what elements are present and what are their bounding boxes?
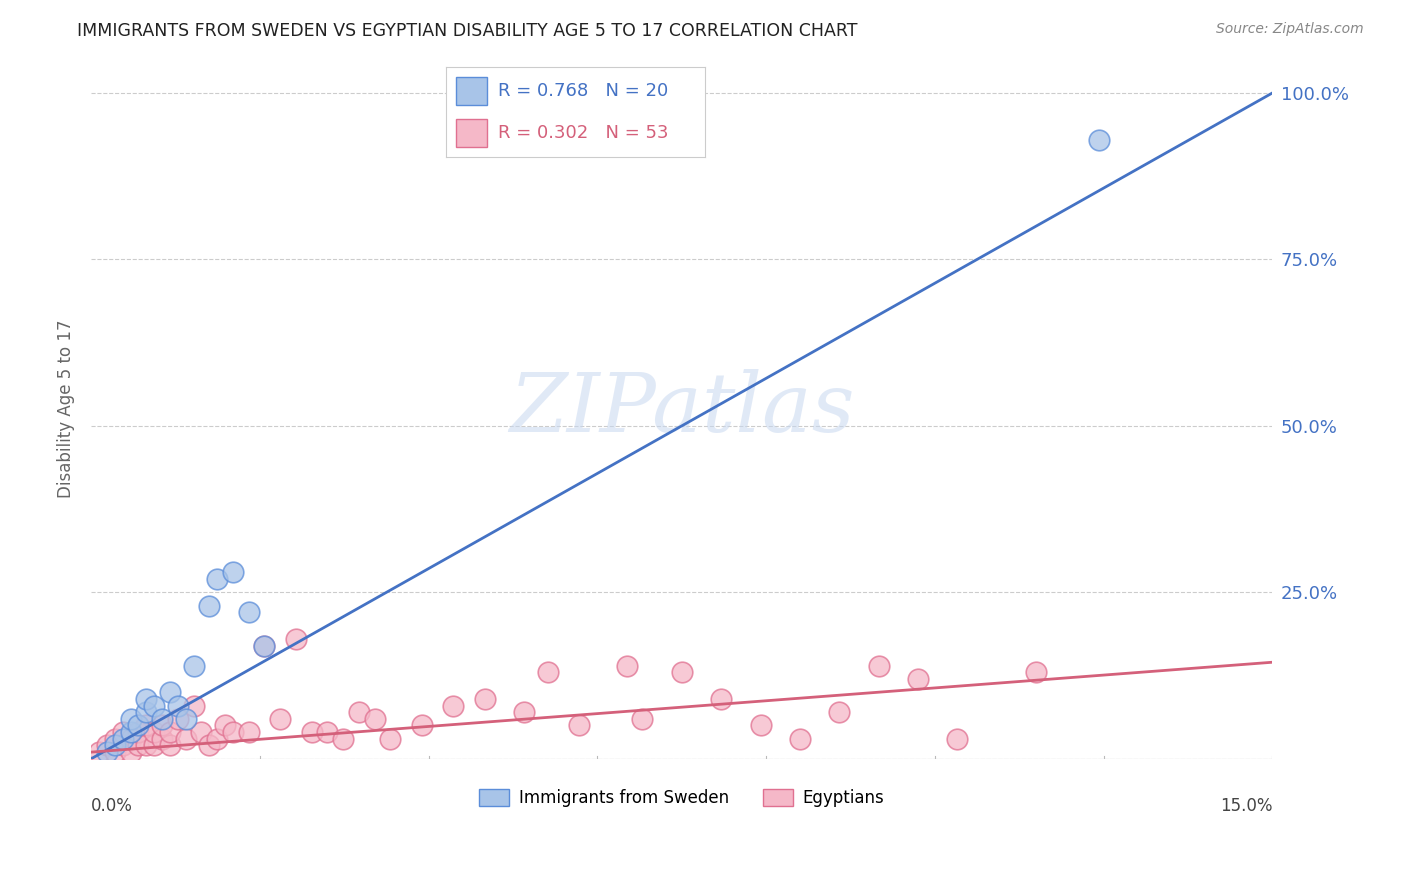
Point [363, 712, 385, 726]
Point [222, 566, 245, 580]
Point [150, 718, 173, 732]
Point [104, 731, 127, 746]
Point [1025, 665, 1047, 680]
Point [120, 745, 142, 759]
Point [166, 698, 188, 713]
Text: 15.0%: 15.0% [1220, 797, 1272, 815]
Point [205, 731, 228, 746]
Point [710, 691, 733, 706]
Point [183, 658, 205, 673]
Point [174, 731, 197, 746]
Point [749, 718, 772, 732]
Point [284, 632, 307, 646]
Point [143, 725, 166, 739]
Point [253, 639, 276, 653]
Point [568, 718, 591, 732]
Point [111, 739, 134, 753]
Point [120, 712, 142, 726]
Point [143, 739, 166, 753]
Point [127, 718, 149, 732]
Point [120, 725, 142, 739]
Point [671, 665, 693, 680]
Point [474, 691, 496, 706]
Text: IMMIGRANTS FROM SWEDEN VS EGYPTIAN DISABILITY AGE 5 TO 17 CORRELATION CHART: IMMIGRANTS FROM SWEDEN VS EGYPTIAN DISAB… [77, 22, 858, 40]
Point [111, 725, 134, 739]
Point [135, 739, 157, 753]
Text: Source: ZipAtlas.com: Source: ZipAtlas.com [1216, 22, 1364, 37]
Point [205, 572, 228, 586]
Point [135, 691, 157, 706]
Point [127, 725, 149, 739]
Point [828, 705, 851, 719]
Point [198, 739, 221, 753]
Point [214, 718, 236, 732]
Text: ZIPatlas: ZIPatlas [509, 369, 855, 450]
Point [631, 712, 654, 726]
Point [159, 725, 181, 739]
Point [150, 731, 173, 746]
Point [159, 739, 181, 753]
Point [301, 725, 323, 739]
Point [143, 698, 166, 713]
Point [269, 712, 291, 726]
Point [174, 712, 197, 726]
Point [907, 672, 929, 686]
Point [190, 725, 212, 739]
Point [222, 725, 245, 739]
Point [127, 739, 149, 753]
Point [253, 639, 276, 653]
Point [104, 745, 127, 759]
Point [441, 698, 464, 713]
Point [166, 712, 188, 726]
Point [946, 731, 969, 746]
Point [380, 731, 402, 746]
Point [96, 745, 118, 759]
Legend: Immigrants from Sweden, Egyptians: Immigrants from Sweden, Egyptians [472, 782, 891, 814]
Point [238, 605, 260, 619]
Point [316, 725, 339, 739]
Point [135, 718, 157, 732]
Point [183, 698, 205, 713]
Point [616, 658, 638, 673]
Point [87, 745, 110, 759]
Point [347, 705, 370, 719]
Point [332, 731, 354, 746]
Point [1088, 132, 1111, 146]
Point [104, 739, 127, 753]
Point [111, 731, 134, 746]
Point [537, 665, 560, 680]
Point [135, 705, 157, 719]
Point [198, 599, 221, 613]
Point [159, 685, 181, 699]
Point [150, 712, 173, 726]
Point [411, 718, 433, 732]
Point [96, 739, 118, 753]
Point [513, 705, 536, 719]
Y-axis label: Disability Age 5 to 17: Disability Age 5 to 17 [58, 320, 75, 499]
Point [868, 658, 890, 673]
Text: 0.0%: 0.0% [91, 797, 134, 815]
Point [238, 725, 260, 739]
Point [120, 731, 142, 746]
Point [789, 731, 811, 746]
